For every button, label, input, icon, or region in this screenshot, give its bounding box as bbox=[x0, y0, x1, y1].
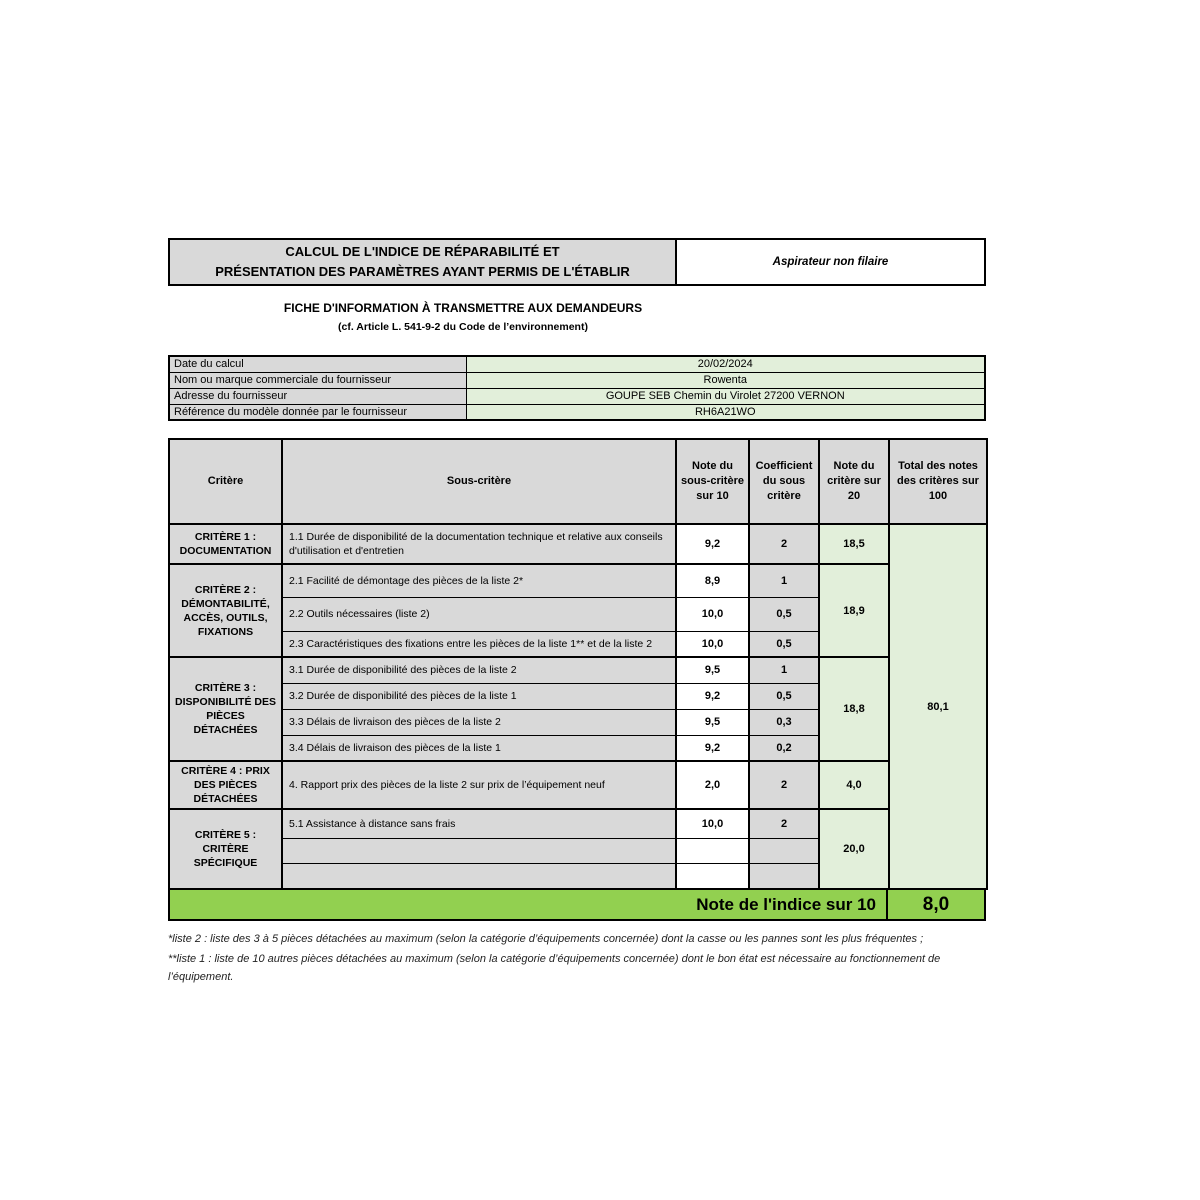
subcriterion-3-4-note: 9,2 bbox=[675, 734, 750, 762]
document-title: CALCUL DE L'INDICE DE RÉPARABILITÉ ET PR… bbox=[168, 238, 677, 286]
subcriterion-2-2-label: 2.2 Outils nécessaires (liste 2) bbox=[281, 596, 677, 632]
criterion-4-note20: 4,0 bbox=[818, 760, 890, 810]
table-row: 2.2 Outils nécessaires (liste 2) 10,0 0,… bbox=[169, 596, 987, 632]
empty-coef-cell bbox=[748, 837, 820, 864]
subtitle-line2: (cf. Article L. 541-9-2 du Code de l’env… bbox=[338, 321, 588, 333]
subcriterion-3-4-coef: 0,2 bbox=[748, 734, 820, 762]
table-row: CRITÈRE 2 : DÉMONTABILITÉ, ACCÈS, OUTILS… bbox=[168, 563, 987, 658]
subcriterion-4-label: 4. Rapport prix des pièces de la liste 2… bbox=[281, 760, 677, 810]
repairability-index-document: CALCUL DE L'INDICE DE RÉPARABILITÉ ET PR… bbox=[168, 238, 988, 988]
table-header-row: Critère Sous-critère Note du sous-critèr… bbox=[168, 438, 988, 525]
criterion-1-name: CRITÈRE 1 : DOCUMENTATION bbox=[168, 523, 283, 565]
criterion-3-name: CRITÈRE 3 : DISPONIBILITÉ DES PIÈCES DÉT… bbox=[168, 656, 283, 762]
info-label-brand: Nom ou marque commerciale du fournisseur bbox=[168, 371, 467, 389]
subcriterion-1-1-label: 1.1 Durée de disponibilité de la documen… bbox=[281, 523, 677, 565]
document-header: CALCUL DE L'INDICE DE RÉPARABILITÉ ET PR… bbox=[168, 238, 986, 286]
subcriterion-5-1-note: 10,0 bbox=[675, 808, 750, 839]
footnote-liste2: *liste 2 : liste des 3 à 5 pièces détach… bbox=[168, 933, 924, 945]
subcriterion-3-2-note: 9,2 bbox=[675, 682, 750, 710]
table-row: Adresse du fournisseur GOUPE SEB Chemin … bbox=[168, 387, 986, 405]
empty-subcriterion-cell bbox=[281, 837, 677, 864]
subcriterion-4-note: 2,0 bbox=[675, 760, 750, 810]
criterion-2-name: CRITÈRE 2 : DÉMONTABILITÉ, ACCÈS, OUTILS… bbox=[168, 563, 283, 658]
criterion-4-name: CRITÈRE 4 : PRIX DES PIÈCES DÉTACHÉES bbox=[168, 760, 283, 810]
subcriterion-3-1-label: 3.1 Durée de disponibilité des pièces de… bbox=[281, 656, 677, 684]
empty-coef-cell bbox=[748, 862, 820, 890]
index-result-label: Note de l'indice sur 10 bbox=[170, 890, 888, 919]
footnote-liste1: **liste 1 : liste de 10 autres pièces dé… bbox=[168, 953, 941, 983]
info-value-brand: Rowenta bbox=[465, 371, 986, 389]
info-value-date: 20/02/2024 bbox=[465, 355, 986, 373]
subcriterion-3-4-label: 3.4 Délais de livraison des pièces de la… bbox=[281, 734, 677, 762]
subcriterion-3-1-note: 9,5 bbox=[675, 656, 750, 684]
col-header-sous-critere: Sous-critère bbox=[281, 438, 677, 525]
criterion-5-note20: 20,0 bbox=[818, 808, 890, 890]
table-row: Référence du modèle donnée par le fourni… bbox=[168, 403, 986, 421]
subcriterion-2-3-coef: 0,5 bbox=[748, 630, 820, 658]
empty-note-cell bbox=[675, 862, 750, 890]
subcriterion-5-1-coef: 2 bbox=[748, 808, 820, 839]
criteria-table: Critère Sous-critère Note du sous-critèr… bbox=[168, 438, 988, 890]
col-header-critere: Critère bbox=[168, 438, 283, 525]
total-notes-value: 80,1 bbox=[888, 523, 988, 890]
subcriterion-5-1-label: 5.1 Assistance à distance sans frais bbox=[281, 808, 677, 839]
empty-subcriterion-cell bbox=[281, 862, 677, 890]
subcriterion-1-1-coef: 2 bbox=[748, 523, 820, 565]
subcriterion-3-2-label: 3.2 Durée de disponibilité des pièces de… bbox=[281, 682, 677, 710]
empty-note-cell bbox=[675, 837, 750, 864]
subcriterion-2-2-coef: 0,5 bbox=[748, 596, 820, 632]
col-header-note20: Note du critère sur 20 bbox=[818, 438, 890, 525]
info-value-address: GOUPE SEB Chemin du Virolet 27200 VERNON bbox=[465, 387, 986, 405]
info-label-date: Date du calcul bbox=[168, 355, 467, 373]
subcriterion-4-coef: 2 bbox=[748, 760, 820, 810]
index-result-band: Note de l'indice sur 10 8,0 bbox=[168, 888, 986, 921]
subcriterion-3-3-note: 9,5 bbox=[675, 708, 750, 736]
subcriterion-2-3-note: 10,0 bbox=[675, 630, 750, 658]
subcriterion-2-1-label: 2.1 Facilité de démontage des pièces de … bbox=[281, 563, 677, 598]
subtitle-line1: FICHE D'INFORMATION À TRANSMETTRE AUX DE… bbox=[283, 301, 643, 315]
table-row: CRITÈRE 3 : DISPONIBILITÉ DES PIÈCES DÉT… bbox=[168, 656, 987, 762]
table-row: Nom ou marque commerciale du fournisseur… bbox=[168, 371, 986, 389]
col-header-coefficient: Coefficient du sous critère bbox=[748, 438, 820, 525]
subcriterion-1-1-note: 9,2 bbox=[675, 523, 750, 565]
subcriterion-2-1-coef: 1 bbox=[748, 563, 820, 598]
table-row: CRITÈRE 1 : DOCUMENTATION 1.1 Durée de d… bbox=[168, 523, 988, 890]
document-subtitle: FICHE D'INFORMATION À TRANSMETTRE AUX DE… bbox=[168, 299, 758, 336]
criterion-3-note20: 18,8 bbox=[818, 656, 890, 762]
product-category-box: Aspirateur non filaire bbox=[677, 238, 986, 286]
table-row: CRITÈRE 5 : CRITÈRE SPÉCIFIQUE 5.1 Assis… bbox=[168, 808, 987, 890]
table-row: 3.4 Délais de livraison des pièces de la… bbox=[169, 734, 987, 762]
subcriterion-3-3-coef: 0,3 bbox=[748, 708, 820, 736]
criterion-2-note20: 18,9 bbox=[818, 563, 890, 658]
supplier-info-table: Date du calcul 20/02/2024 Nom ou marque … bbox=[168, 355, 986, 421]
table-row bbox=[169, 837, 987, 864]
info-value-model-ref: RH6A21WO bbox=[465, 403, 986, 421]
criterion-1-note20: 18,5 bbox=[818, 523, 890, 565]
col-header-total: Total des notes des critères sur 100 bbox=[888, 438, 988, 525]
table-row: 3.3 Délais de livraison des pièces de la… bbox=[169, 708, 987, 736]
document-title-line1: CALCUL DE L'INDICE DE RÉPARABILITÉ ET bbox=[285, 244, 560, 259]
table-row: Date du calcul 20/02/2024 bbox=[168, 355, 986, 373]
footnotes: *liste 2 : liste des 3 à 5 pièces détach… bbox=[168, 930, 968, 986]
subcriterion-2-1-note: 8,9 bbox=[675, 563, 750, 598]
subcriterion-3-3-label: 3.3 Délais de livraison des pièces de la… bbox=[281, 708, 677, 736]
subcriterion-3-1-coef: 1 bbox=[748, 656, 820, 684]
table-row: CRITÈRE 4 : PRIX DES PIÈCES DÉTACHÉES 4.… bbox=[168, 760, 987, 810]
subcriterion-2-2-note: 10,0 bbox=[675, 596, 750, 632]
info-label-address: Adresse du fournisseur bbox=[168, 387, 467, 405]
document-title-line2: PRÉSENTATION DES PARAMÈTRES AYANT PERMIS… bbox=[215, 264, 630, 279]
product-category-label: Aspirateur non filaire bbox=[772, 256, 889, 268]
criterion-5-name: CRITÈRE 5 : CRITÈRE SPÉCIFIQUE bbox=[168, 808, 283, 890]
subcriterion-2-3-label: 2.3 Caractéristiques des fixations entre… bbox=[281, 630, 677, 658]
table-row: 3.2 Durée de disponibilité des pièces de… bbox=[169, 682, 987, 710]
table-row: 2.3 Caractéristiques des fixations entre… bbox=[169, 630, 987, 658]
col-header-note10: Note du sous-critère sur 10 bbox=[675, 438, 750, 525]
subcriterion-3-2-coef: 0,5 bbox=[748, 682, 820, 710]
index-result-value: 8,0 bbox=[922, 893, 950, 915]
table-row bbox=[169, 862, 987, 890]
info-label-model-ref: Référence du modèle donnée par le fourni… bbox=[168, 403, 467, 421]
